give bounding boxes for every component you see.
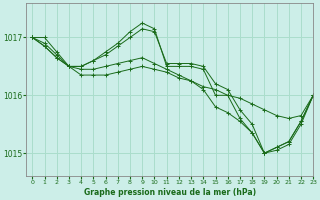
X-axis label: Graphe pression niveau de la mer (hPa): Graphe pression niveau de la mer (hPa) xyxy=(84,188,256,197)
